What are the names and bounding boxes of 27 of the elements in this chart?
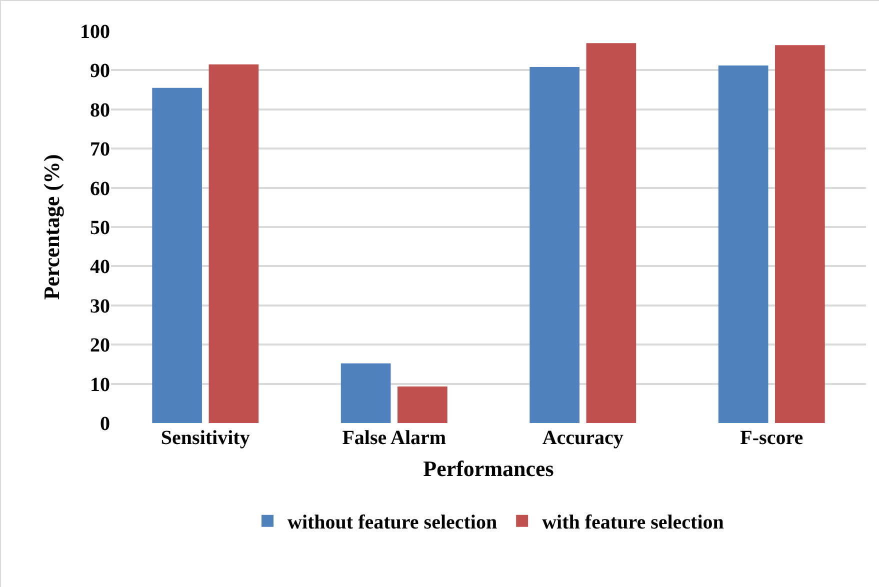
- y-tick-label: 70: [90, 138, 110, 161]
- bar: [530, 67, 580, 423]
- y-tick-label: 0: [100, 413, 110, 435]
- bar: [340, 363, 391, 423]
- x-tick-label: False Alarm: [342, 427, 446, 449]
- y-tick-label: 20: [90, 334, 110, 357]
- legend-label: with feature selection: [542, 512, 724, 534]
- y-axis-title: Percentage (%): [38, 154, 64, 300]
- y-tick-label: 60: [90, 178, 110, 200]
- bar: [398, 386, 448, 423]
- y-tick-label: 90: [90, 60, 110, 82]
- x-tick-label: Sensitivity: [160, 427, 250, 449]
- y-tick-label: 30: [90, 295, 110, 318]
- bar: [586, 43, 636, 423]
- bar: [208, 64, 259, 423]
- bar: [775, 45, 825, 423]
- y-tick-label: 50: [90, 217, 110, 239]
- x-tick-label: Accuracy: [542, 427, 624, 449]
- y-tick-label: 40: [90, 256, 110, 278]
- bar: [152, 88, 202, 423]
- legend-label: without feature selection: [288, 512, 498, 534]
- y-tick-label: 100: [80, 21, 110, 43]
- bar: [718, 66, 768, 423]
- y-tick-label: 10: [90, 374, 110, 396]
- y-tick-label: 80: [90, 99, 110, 122]
- x-tick-label: F-score: [740, 427, 804, 449]
- x-axis-title: Performances: [423, 456, 554, 481]
